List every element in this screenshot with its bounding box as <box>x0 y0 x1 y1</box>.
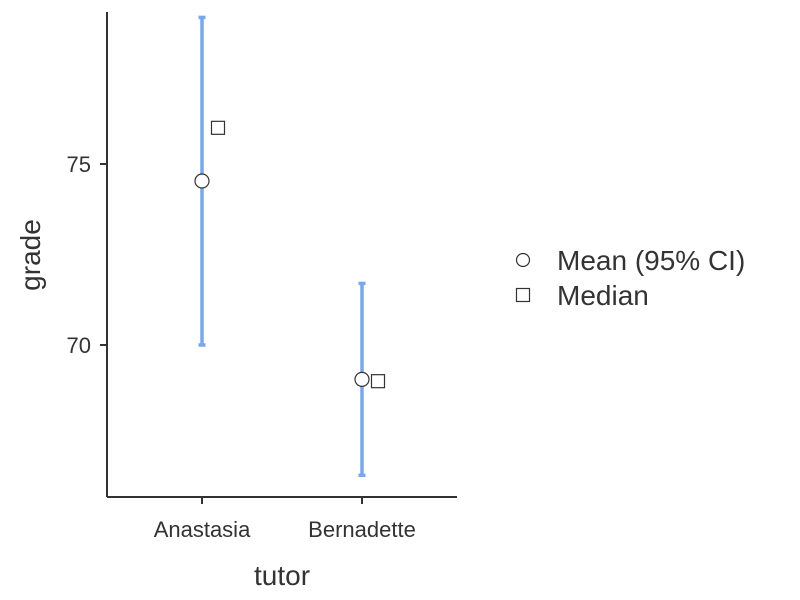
legend: Mean (95% CI) Median <box>515 245 745 311</box>
legend-square-icon <box>515 287 531 303</box>
error-bars <box>198 15 366 478</box>
legend-circle-icon <box>515 252 531 268</box>
mean-point <box>194 173 210 189</box>
y-ticks: 70 75 <box>67 152 107 358</box>
y-tick-label: 70 <box>67 333 91 358</box>
points <box>194 120 386 389</box>
y-axis-title: grade <box>15 219 46 291</box>
legend-label-median: Median <box>557 280 649 311</box>
median-point <box>210 120 226 135</box>
mean-point <box>354 371 370 387</box>
y-tick-label: 75 <box>67 152 91 177</box>
x-axis-title: tutor <box>254 560 310 591</box>
x-tick-label: Bernadette <box>308 517 416 542</box>
legend-label-mean: Mean (95% CI) <box>557 245 745 276</box>
x-ticks: Anastasia Bernadette <box>154 497 416 542</box>
axes <box>106 12 457 498</box>
x-tick-label: Anastasia <box>154 517 251 542</box>
median-point <box>370 374 386 389</box>
